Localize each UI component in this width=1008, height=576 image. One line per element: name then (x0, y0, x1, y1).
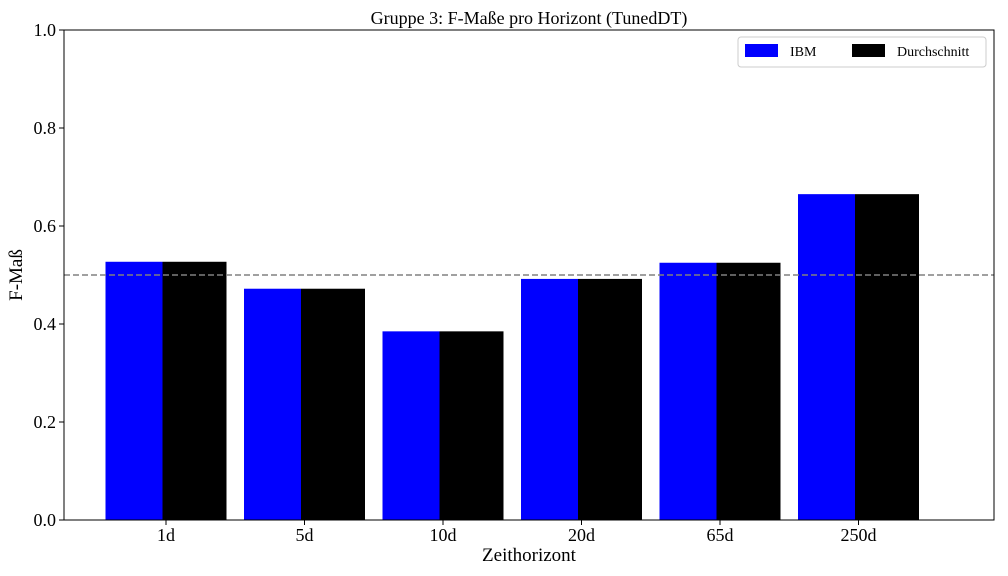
x-axis: 1d 5d 10d 20d 65d 250d (157, 520, 877, 545)
x-tick-label: 250d (841, 525, 877, 545)
legend-label-ibm: IBM (790, 45, 817, 60)
x-tick-label: 5d (296, 525, 314, 545)
bar-durchschnitt-10d (439, 331, 504, 520)
y-tick-label: 0.2 (34, 412, 57, 432)
y-tick-label: 0.8 (34, 118, 57, 138)
y-tick-label: 1.0 (34, 20, 57, 40)
bar-durchschnitt-20d (578, 278, 642, 520)
legend-swatch-ibm (745, 44, 778, 57)
y-tick-label: 0.0 (34, 510, 57, 530)
bars-layer (105, 194, 919, 520)
bar-durchschnitt-65d (716, 262, 781, 520)
bar-ibm-5d (244, 288, 301, 520)
x-axis-label: Zeithorizont (482, 545, 577, 566)
bar-ibm-250d (798, 194, 855, 520)
bar-ibm-10d (382, 331, 440, 520)
bar-durchschnitt-5d (301, 288, 365, 520)
x-tick-label: 10d (430, 525, 457, 545)
x-tick-label: 65d (707, 525, 734, 545)
x-tick-label: 20d (568, 525, 595, 545)
bar-ibm-1d (105, 261, 163, 520)
bar-durchschnitt-250d (855, 194, 919, 520)
y-axis: 0.0 0.2 0.4 0.6 0.8 1.0 (34, 20, 64, 530)
bar-durchschnitt-1d (162, 261, 227, 520)
y-tick-label: 0.6 (34, 216, 57, 236)
bar-ibm-65d (659, 262, 717, 520)
bar-ibm-20d (521, 278, 578, 520)
y-axis-label: F-Maß (6, 249, 27, 301)
plot-frame (63, 29, 995, 521)
chart-title: Gruppe 3: F-Maße pro Horizont (TunedDT) (371, 8, 688, 29)
y-tick-label: 0.4 (34, 314, 57, 334)
legend-swatch-durchschnitt (852, 44, 885, 57)
legend: IBM Durchschnitt (737, 36, 987, 68)
legend-label-durchschnitt: Durchschnitt (897, 45, 969, 60)
x-tick-label: 1d (157, 525, 175, 545)
